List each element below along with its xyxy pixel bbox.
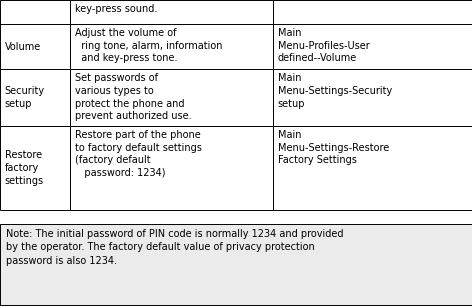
Bar (70, 69, 273, 126)
Bar (70, 24, 273, 69)
Bar (0, 24, 70, 69)
Text: Note: The initial password of PIN code is normally 1234 and provided
by the oper: Note: The initial password of PIN code i… (6, 229, 344, 266)
Bar (0, 224, 472, 305)
Text: Restore
factory
settings: Restore factory settings (5, 150, 44, 186)
Bar (0, 0, 70, 24)
Bar (273, 126, 472, 210)
Bar (70, 0, 273, 24)
Bar (0, 69, 70, 126)
Bar (273, 69, 472, 126)
Bar (0, 126, 70, 210)
Text: Restore part of the phone
to factory default settings
(factory default
   passwo: Restore part of the phone to factory def… (75, 130, 202, 178)
Text: Set passwords of
various types to
protect the phone and
prevent authorized use.: Set passwords of various types to protec… (75, 73, 191, 122)
Text: Main
Menu-Settings-Restore
Factory Settings: Main Menu-Settings-Restore Factory Setti… (278, 130, 389, 165)
Text: Security
setup: Security setup (5, 86, 45, 109)
Bar (273, 24, 472, 69)
Text: Adjust the volume of
  ring tone, alarm, information
  and key-press tone.: Adjust the volume of ring tone, alarm, i… (75, 28, 222, 64)
Text: Volume: Volume (5, 42, 41, 52)
Text: Main
Menu-Settings-Security
setup: Main Menu-Settings-Security setup (278, 73, 392, 109)
Bar (70, 126, 273, 210)
Text: key-press sound.: key-press sound. (75, 4, 157, 14)
Bar (273, 0, 472, 24)
Text: Main
Menu-Profiles-User
defined--Volume: Main Menu-Profiles-User defined--Volume (278, 28, 369, 64)
